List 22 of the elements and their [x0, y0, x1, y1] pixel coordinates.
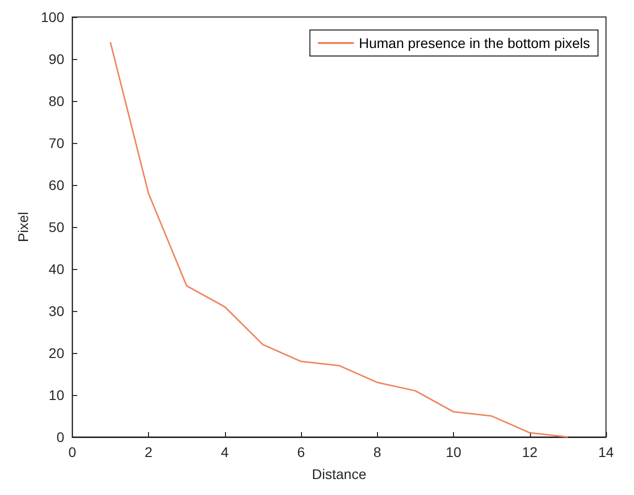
- x-tick-label: 12: [522, 444, 538, 460]
- y-tick-label: 50: [48, 219, 64, 235]
- x-tick-label: 8: [373, 444, 382, 460]
- y-tick-label: 10: [48, 387, 64, 403]
- x-tick-label: 2: [144, 444, 153, 460]
- x-tick-label: 4: [220, 444, 229, 460]
- y-tick-label: 20: [48, 345, 64, 361]
- x-axis-title: Distance: [312, 466, 367, 482]
- x-tick-label: 0: [68, 444, 76, 460]
- y-tick-label: 60: [48, 177, 64, 193]
- x-tick-label: 14: [598, 444, 614, 460]
- x-tick-label: 10: [446, 444, 462, 460]
- y-tick-label: 0: [56, 429, 64, 445]
- y-tick-label: 30: [48, 303, 64, 319]
- y-axis-title: Pixel: [15, 212, 31, 242]
- y-tick-label: 80: [48, 93, 64, 109]
- y-tick-label: 70: [48, 135, 64, 151]
- y-tick-label: 100: [40, 9, 64, 25]
- y-tick-label: 40: [48, 261, 64, 277]
- x-tick-label: 6: [297, 444, 306, 460]
- legend-label: Human presence in the bottom pixels: [358, 35, 590, 51]
- y-tick-label: 90: [48, 51, 64, 67]
